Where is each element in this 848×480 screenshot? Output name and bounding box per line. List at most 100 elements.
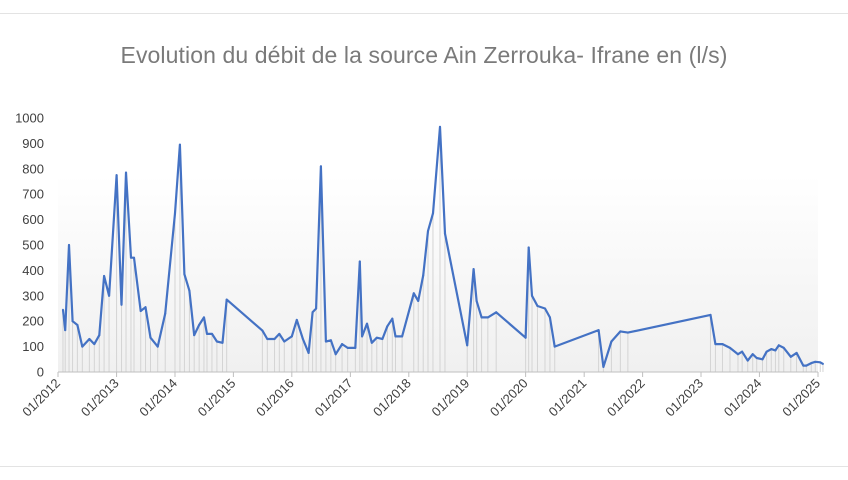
data-point: [426, 230, 429, 233]
data-point: [439, 125, 442, 128]
data-point: [210, 332, 213, 335]
data-point: [548, 316, 551, 319]
data-point: [183, 273, 186, 276]
data-point: [108, 294, 111, 297]
data-point: [819, 361, 822, 364]
data-point: [536, 304, 539, 307]
data-point: [728, 346, 731, 349]
data-point: [361, 335, 364, 338]
data-point: [755, 357, 758, 360]
data-point: [120, 303, 123, 306]
data-point: [736, 353, 739, 356]
data-point: [475, 299, 478, 302]
data-point: [553, 345, 556, 348]
data-point: [173, 212, 176, 215]
data-point: [417, 299, 420, 302]
data-point: [401, 335, 404, 338]
data-point: [295, 318, 298, 321]
data-point: [391, 317, 394, 320]
data-point: [334, 353, 337, 356]
data-point: [311, 311, 314, 314]
x-tick-label: 01/2021: [545, 376, 589, 420]
data-point: [215, 340, 218, 343]
data-point: [225, 298, 228, 301]
series-group: [61, 125, 824, 368]
data-point: [93, 343, 96, 346]
x-tick-label: 01/2015: [195, 376, 239, 420]
data-point: [375, 336, 378, 339]
data-point: [777, 344, 780, 347]
data-point: [751, 353, 754, 356]
data-point: [610, 340, 613, 343]
data-point: [619, 330, 622, 333]
data-point: [714, 343, 717, 346]
y-tick-label: 900: [22, 136, 44, 151]
data-point: [761, 358, 764, 361]
top-border: [0, 13, 848, 14]
data-point: [68, 244, 71, 246]
data-point: [76, 324, 79, 327]
data-point: [273, 337, 276, 340]
data-point: [133, 256, 136, 259]
data-point: [810, 362, 813, 365]
data-point: [709, 313, 712, 316]
data-point: [198, 324, 201, 327]
data-point: [412, 292, 415, 295]
bottom-border: [0, 466, 848, 467]
chart-title: Evolution du débit de la source Ain Zerr…: [120, 42, 728, 68]
data-point: [283, 340, 286, 343]
data-point: [366, 322, 369, 325]
x-tick-label: 01/2012: [19, 376, 63, 420]
data-point: [193, 334, 196, 337]
data-point: [307, 351, 310, 354]
x-tick-label: 01/2018: [370, 376, 414, 420]
x-tick-label: 01/2024: [721, 376, 765, 420]
data-point: [139, 310, 142, 313]
y-tick-label: 600: [22, 212, 44, 227]
data-point: [125, 171, 128, 174]
data-point: [290, 335, 293, 338]
data-point: [129, 256, 132, 259]
y-tick-label: 400: [22, 263, 44, 278]
data-point: [178, 143, 181, 146]
data-point: [354, 346, 357, 349]
data-point: [597, 329, 600, 332]
x-tick-label: 01/2020: [487, 376, 531, 420]
data-point: [527, 246, 530, 249]
data-point: [741, 350, 744, 353]
data-point: [531, 294, 534, 297]
data-point: [386, 325, 389, 328]
data-point: [495, 311, 498, 314]
data-point: [602, 365, 605, 368]
data-point: [71, 320, 74, 323]
data-point: [115, 174, 118, 177]
data-point: [319, 165, 322, 168]
y-tick-label: 800: [22, 161, 44, 176]
data-point: [164, 312, 167, 315]
data-point: [329, 339, 332, 342]
data-point: [205, 332, 208, 335]
data-point: [746, 359, 749, 362]
data-point: [144, 306, 147, 309]
data-point: [821, 362, 824, 365]
y-tick-label: 500: [22, 238, 44, 253]
data-point: [431, 212, 434, 215]
data-point: [221, 341, 224, 344]
x-tick-label: 01/2025: [779, 376, 823, 420]
data-point: [802, 364, 805, 367]
data-point: [422, 274, 425, 277]
data-point: [814, 360, 817, 363]
data-point: [543, 307, 546, 310]
drop-lines: [62, 126, 824, 372]
y-tick-label: 1000: [15, 111, 44, 126]
x-tick-label: 01/2017: [312, 376, 356, 420]
data-point: [782, 346, 785, 349]
data-point: [261, 329, 264, 332]
x-axis: 01/2012 01/2013 01/2014 01/2015 01/2016 01/20…: [19, 371, 823, 420]
x-tick-label: 01/2023: [662, 376, 706, 420]
data-point: [315, 307, 318, 310]
data-point: [301, 337, 304, 340]
data-point: [765, 350, 768, 353]
data-point: [61, 308, 64, 311]
